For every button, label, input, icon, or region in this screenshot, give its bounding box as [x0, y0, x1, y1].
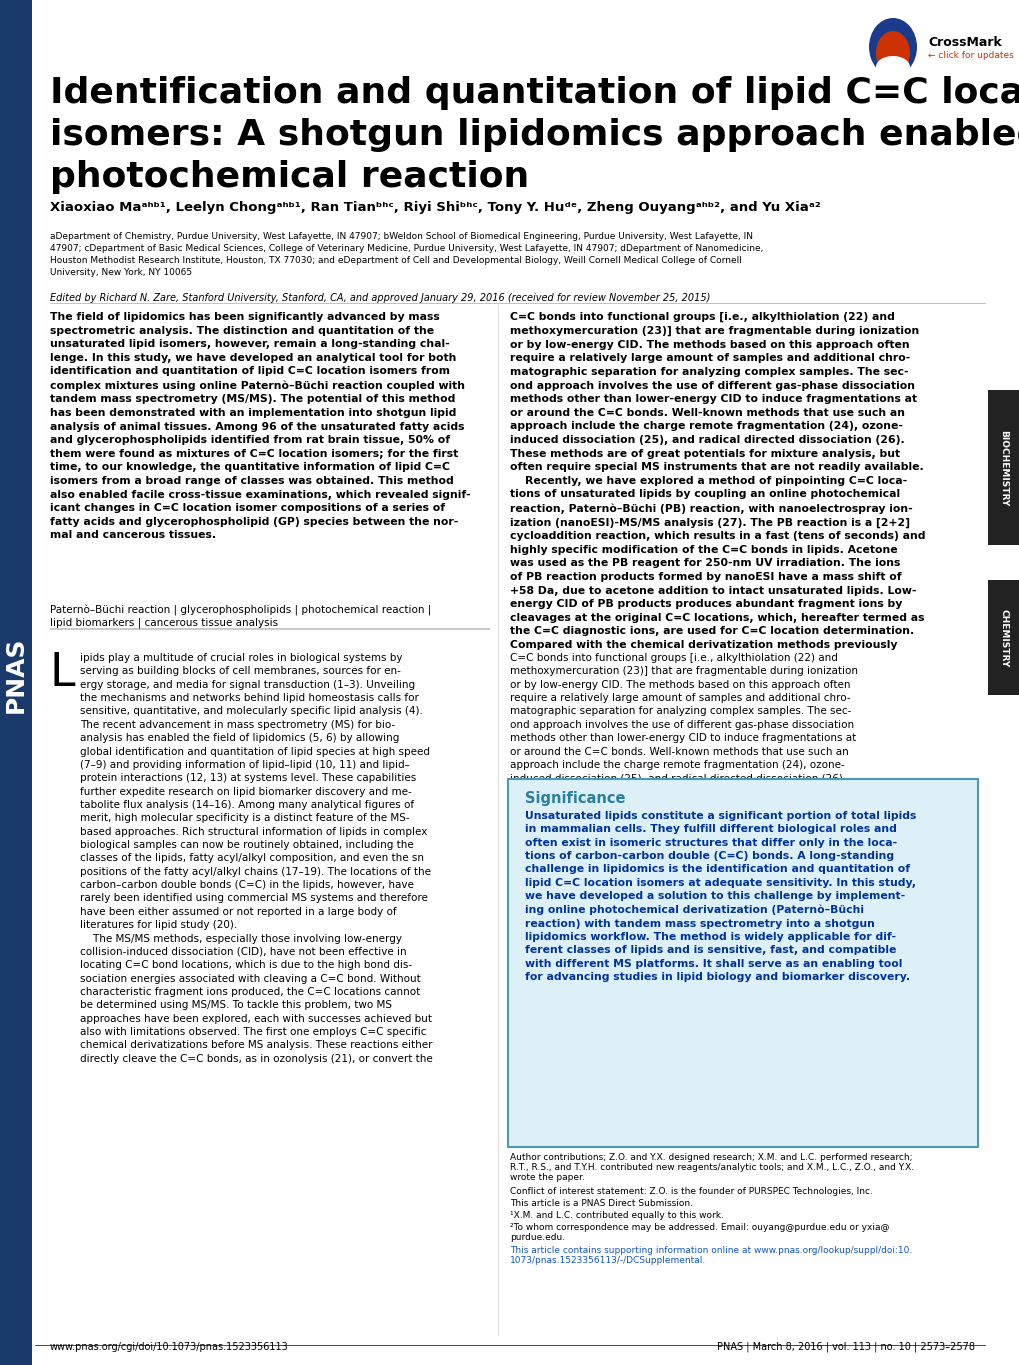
Text: ← click for updates: ← click for updates — [927, 52, 1013, 60]
Text: ²To whom correspondence may be addressed. Email: ouyang@purdue.edu or yxia@: ²To whom correspondence may be addressed… — [510, 1223, 889, 1233]
Bar — [987, 580, 1019, 695]
Bar — [0, 0, 32, 1365]
Text: aDepartment of Chemistry, Purdue University, West Lafayette, IN 47907; bWeldon S: aDepartment of Chemistry, Purdue Univers… — [50, 232, 752, 242]
Text: Author contributions; Z.O. and Y.X. designed research; X.M. and L.C. performed r: Author contributions; Z.O. and Y.X. desi… — [510, 1153, 912, 1162]
Text: photochemical reaction: photochemical reaction — [50, 160, 529, 194]
Text: Edited by Richard N. Zare, Stanford University, Stanford, CA, and approved Janua: Edited by Richard N. Zare, Stanford Univ… — [50, 293, 709, 303]
Text: www.pnas.org/cgi/doi/10.1073/pnas.1523356113: www.pnas.org/cgi/doi/10.1073/pnas.152335… — [50, 1342, 288, 1351]
Text: CHEMISTRY: CHEMISTRY — [999, 609, 1008, 667]
Text: Unsaturated lipids constitute a significant portion of total lipids
in mammalian: Unsaturated lipids constitute a signific… — [525, 811, 915, 981]
Ellipse shape — [875, 31, 909, 75]
Text: BIOCHEMISTRY: BIOCHEMISTRY — [999, 430, 1008, 506]
Text: L: L — [50, 651, 75, 696]
Text: isomers: A shotgun lipidomics approach enabled by: isomers: A shotgun lipidomics approach e… — [50, 117, 1019, 152]
Text: 47907; cDepartment of Basic Medical Sciences, College of Veterinary Medicine, Pu: 47907; cDepartment of Basic Medical Scie… — [50, 244, 762, 253]
Text: C=C bonds into functional groups [i.e., alkylthiolation (22) and
methoxymercurat: C=C bonds into functional groups [i.e., … — [510, 652, 864, 984]
Ellipse shape — [868, 18, 916, 76]
Text: Downloaded by guest on September 26, 2021: Downloaded by guest on September 26, 202… — [5, 1077, 14, 1253]
Text: The field of lipidomics has been significantly advanced by mass
spectrometric an: The field of lipidomics has been signifi… — [50, 313, 470, 541]
Text: This article contains supporting information online at www.pnas.org/lookup/suppl: This article contains supporting informa… — [510, 1246, 911, 1254]
Text: 1073/pnas.1523356113/-/DCSupplemental.: 1073/pnas.1523356113/-/DCSupplemental. — [510, 1256, 705, 1265]
Text: CrossMark: CrossMark — [927, 35, 1001, 49]
Text: lipid biomarkers | cancerous tissue analysis: lipid biomarkers | cancerous tissue anal… — [50, 617, 278, 628]
Text: purdue.edu.: purdue.edu. — [510, 1233, 565, 1242]
Text: This article is a PNAS Direct Submission.: This article is a PNAS Direct Submission… — [510, 1198, 692, 1208]
FancyBboxPatch shape — [507, 779, 977, 1147]
Text: PNAS: PNAS — [4, 636, 28, 714]
Text: Identification and quantitation of lipid C=C location: Identification and quantitation of lipid… — [50, 76, 1019, 111]
Text: Paternò–Büchi reaction | glycerophospholipids | photochemical reaction |: Paternò–Büchi reaction | glycerophosphol… — [50, 605, 431, 616]
Text: wrote the paper.: wrote the paper. — [510, 1173, 584, 1182]
Text: Houston Methodist Research Institute, Houston, TX 77030; and eDepartment of Cell: Houston Methodist Research Institute, Ho… — [50, 257, 741, 265]
Text: C=C bonds into functional groups [i.e., alkylthiolation (22) and
methoxymercurat: C=C bonds into functional groups [i.e., … — [510, 313, 924, 650]
Text: University, New York, NY 10065: University, New York, NY 10065 — [50, 268, 192, 277]
Text: ipids play a multitude of crucial roles in biological systems by
serving as buil: ipids play a multitude of crucial roles … — [79, 652, 432, 1063]
Text: Conflict of interest statement: Z.O. is the founder of PURSPEC Technologies, Inc: Conflict of interest statement: Z.O. is … — [510, 1188, 872, 1196]
Bar — [987, 390, 1019, 545]
Text: Xiaoxiao Maᵃʰᵇ¹, Leelyn Chongᵃʰᵇ¹, Ran Tianᵇʰᶜ, Riyi Shiᵇʰᶜ, Tony Y. Huᵈᵉ, Zheng: Xiaoxiao Maᵃʰᵇ¹, Leelyn Chongᵃʰᵇ¹, Ran T… — [50, 202, 820, 214]
Text: Significance: Significance — [525, 790, 625, 805]
Text: PNAS | March 8, 2016 | vol. 113 | no. 10 | 2573–2578: PNAS | March 8, 2016 | vol. 113 | no. 10… — [716, 1342, 974, 1351]
Ellipse shape — [875, 56, 909, 78]
Text: R.T., R.S., and T.Y.H. contributed new reagents/analytic tools; and X.M., L.C., : R.T., R.S., and T.Y.H. contributed new r… — [510, 1163, 913, 1173]
Text: ¹X.M. and L.C. contributed equally to this work.: ¹X.M. and L.C. contributed equally to th… — [510, 1211, 723, 1220]
